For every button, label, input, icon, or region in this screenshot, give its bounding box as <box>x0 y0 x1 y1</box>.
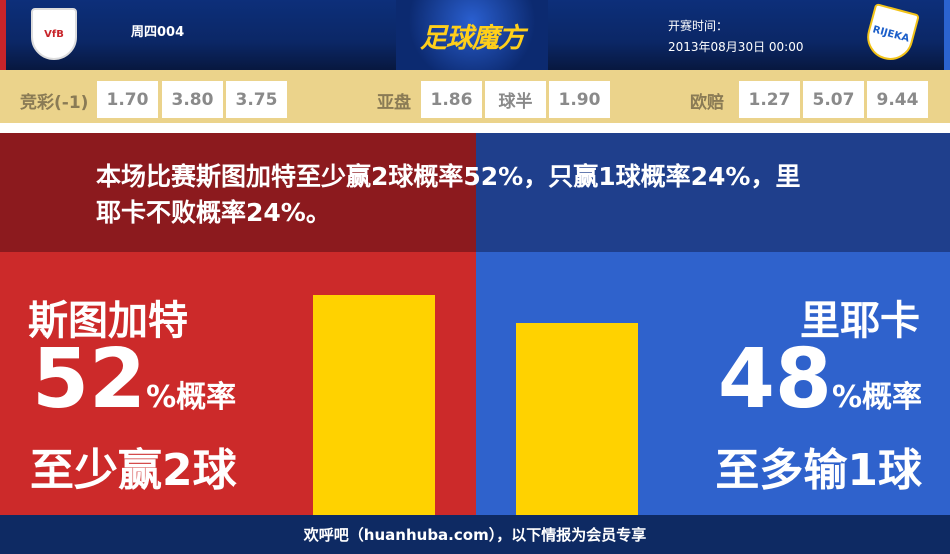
away-probability-bar <box>516 323 638 515</box>
away-outcome: 至多输1球 <box>715 445 922 496</box>
match-number: 周四004 <box>131 25 185 40</box>
kickoff-label: 开赛时间： <box>668 19 729 33</box>
odds-value: 球半 <box>485 81 546 118</box>
odds-value: 1.70 <box>97 81 158 118</box>
away-team-crest: RIJEKA <box>862 2 920 66</box>
away-percent: 48 <box>717 332 832 427</box>
home-panel: 斯图加特 52%概率 至少赢2球 <box>0 252 476 515</box>
asian-label: 亚盘 <box>377 93 411 113</box>
home-probability: 52%概率 <box>32 332 236 427</box>
odds-value: 1.86 <box>421 81 482 118</box>
logo: 足球魔方 <box>396 0 548 70</box>
odds-value: 5.07 <box>803 81 864 118</box>
home-probability-bar <box>313 295 435 515</box>
home-team-name: 斯图加特 <box>28 298 188 344</box>
home-outcome: 至少赢2球 <box>30 445 237 496</box>
away-color-strip <box>944 0 950 70</box>
divider <box>0 123 950 133</box>
odds-value: 1.27 <box>739 81 800 118</box>
home-team-crest: VfB <box>31 8 77 60</box>
odds-bar: 竞彩(-1) 1.70 3.80 3.75 亚盘 1.86 球半 1.90 欧赔… <box>0 70 950 123</box>
summary-banner: 本场比赛斯图加特至少赢2球概率52%，只赢1球概率24%，里耶卡不败概率24%。 <box>0 133 950 252</box>
odds-value: 1.90 <box>549 81 610 118</box>
away-probability: 48%概率 <box>718 332 922 427</box>
header: VfB 周四004 足球魔方 开赛时间： 2013年08月30日 00:00 R… <box>0 0 950 70</box>
odds-value: 9.44 <box>867 81 928 118</box>
home-unit: %概率 <box>146 380 237 415</box>
away-team-name: 里耶卡 <box>800 298 920 344</box>
jingcai-label: 竞彩(-1) <box>20 93 89 113</box>
logo-text: 足球魔方 <box>420 22 525 54</box>
euro-label: 欧赔 <box>690 93 724 113</box>
kickoff-time: 2013年08月30日 00:00 <box>668 40 804 54</box>
home-color-strip <box>0 0 6 70</box>
odds-value: 3.80 <box>162 81 223 118</box>
away-panel: 里耶卡 48%概率 至多输1球 <box>476 252 950 515</box>
home-percent: 52 <box>32 332 147 427</box>
footer: 欢呼吧（huanhuba.com），以下情报为会员专享 <box>0 515 950 554</box>
summary-text: 本场比赛斯图加特至少赢2球概率52%，只赢1球概率24%，里耶卡不败概率24%。 <box>96 162 801 227</box>
odds-value: 3.75 <box>226 81 287 118</box>
away-unit: %概率 <box>831 380 922 415</box>
